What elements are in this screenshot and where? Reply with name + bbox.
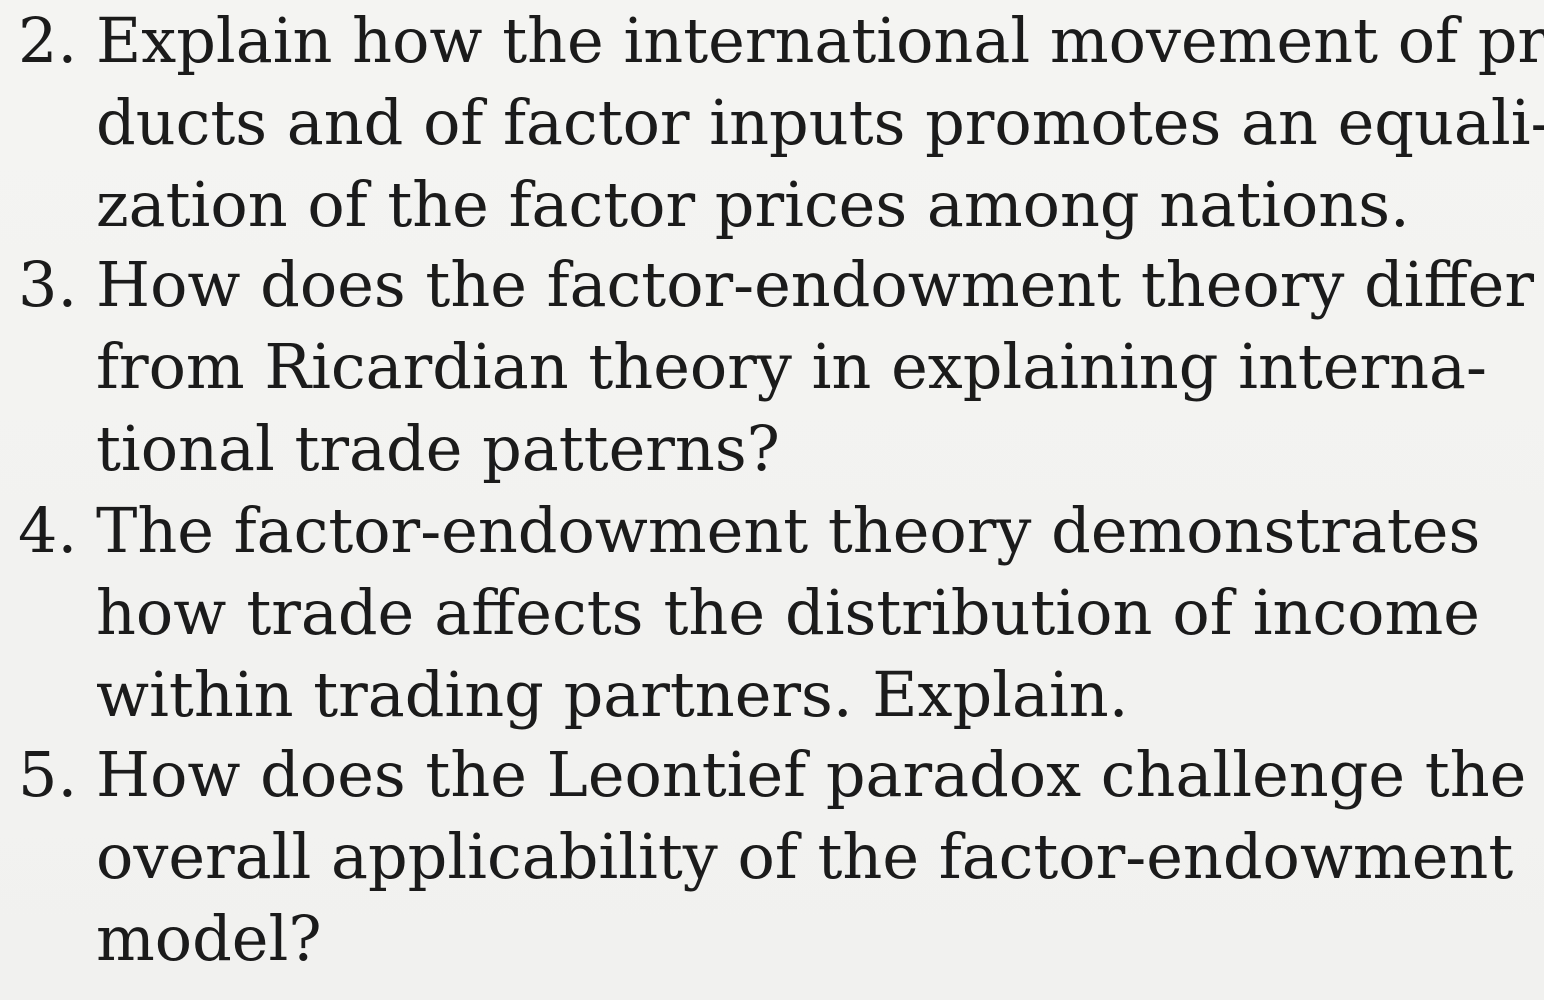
question-text-line: zation of the factor prices among nation… [96,168,1410,241]
question-number: 5. [18,738,78,811]
question-text-line: How does the Leontief paradox challenge … [96,738,1527,811]
question-text-line: ducts and of factor inputs promotes an e… [96,86,1544,159]
question-number: 2. [18,4,78,77]
question-number: 3. [18,248,78,321]
question-text-line: tional trade patterns? [96,412,780,485]
question-text-line: within trading partners. Explain. [96,658,1129,731]
question-text-line: Explain how the international movement o… [96,4,1544,77]
question-text-line: overall applicability of the factor-endo… [96,820,1514,893]
question-text-line: The factor-endowment theory demonstrates [96,494,1481,567]
question-text-line: how trade affects the distribution of in… [96,576,1480,649]
question-number: 4. [18,494,78,567]
question-text-line: model? [96,902,322,975]
question-text-line: from Ricardian theory in explaining inte… [96,330,1487,403]
question-text-line: How does the factor-endowment theory dif… [96,248,1534,321]
